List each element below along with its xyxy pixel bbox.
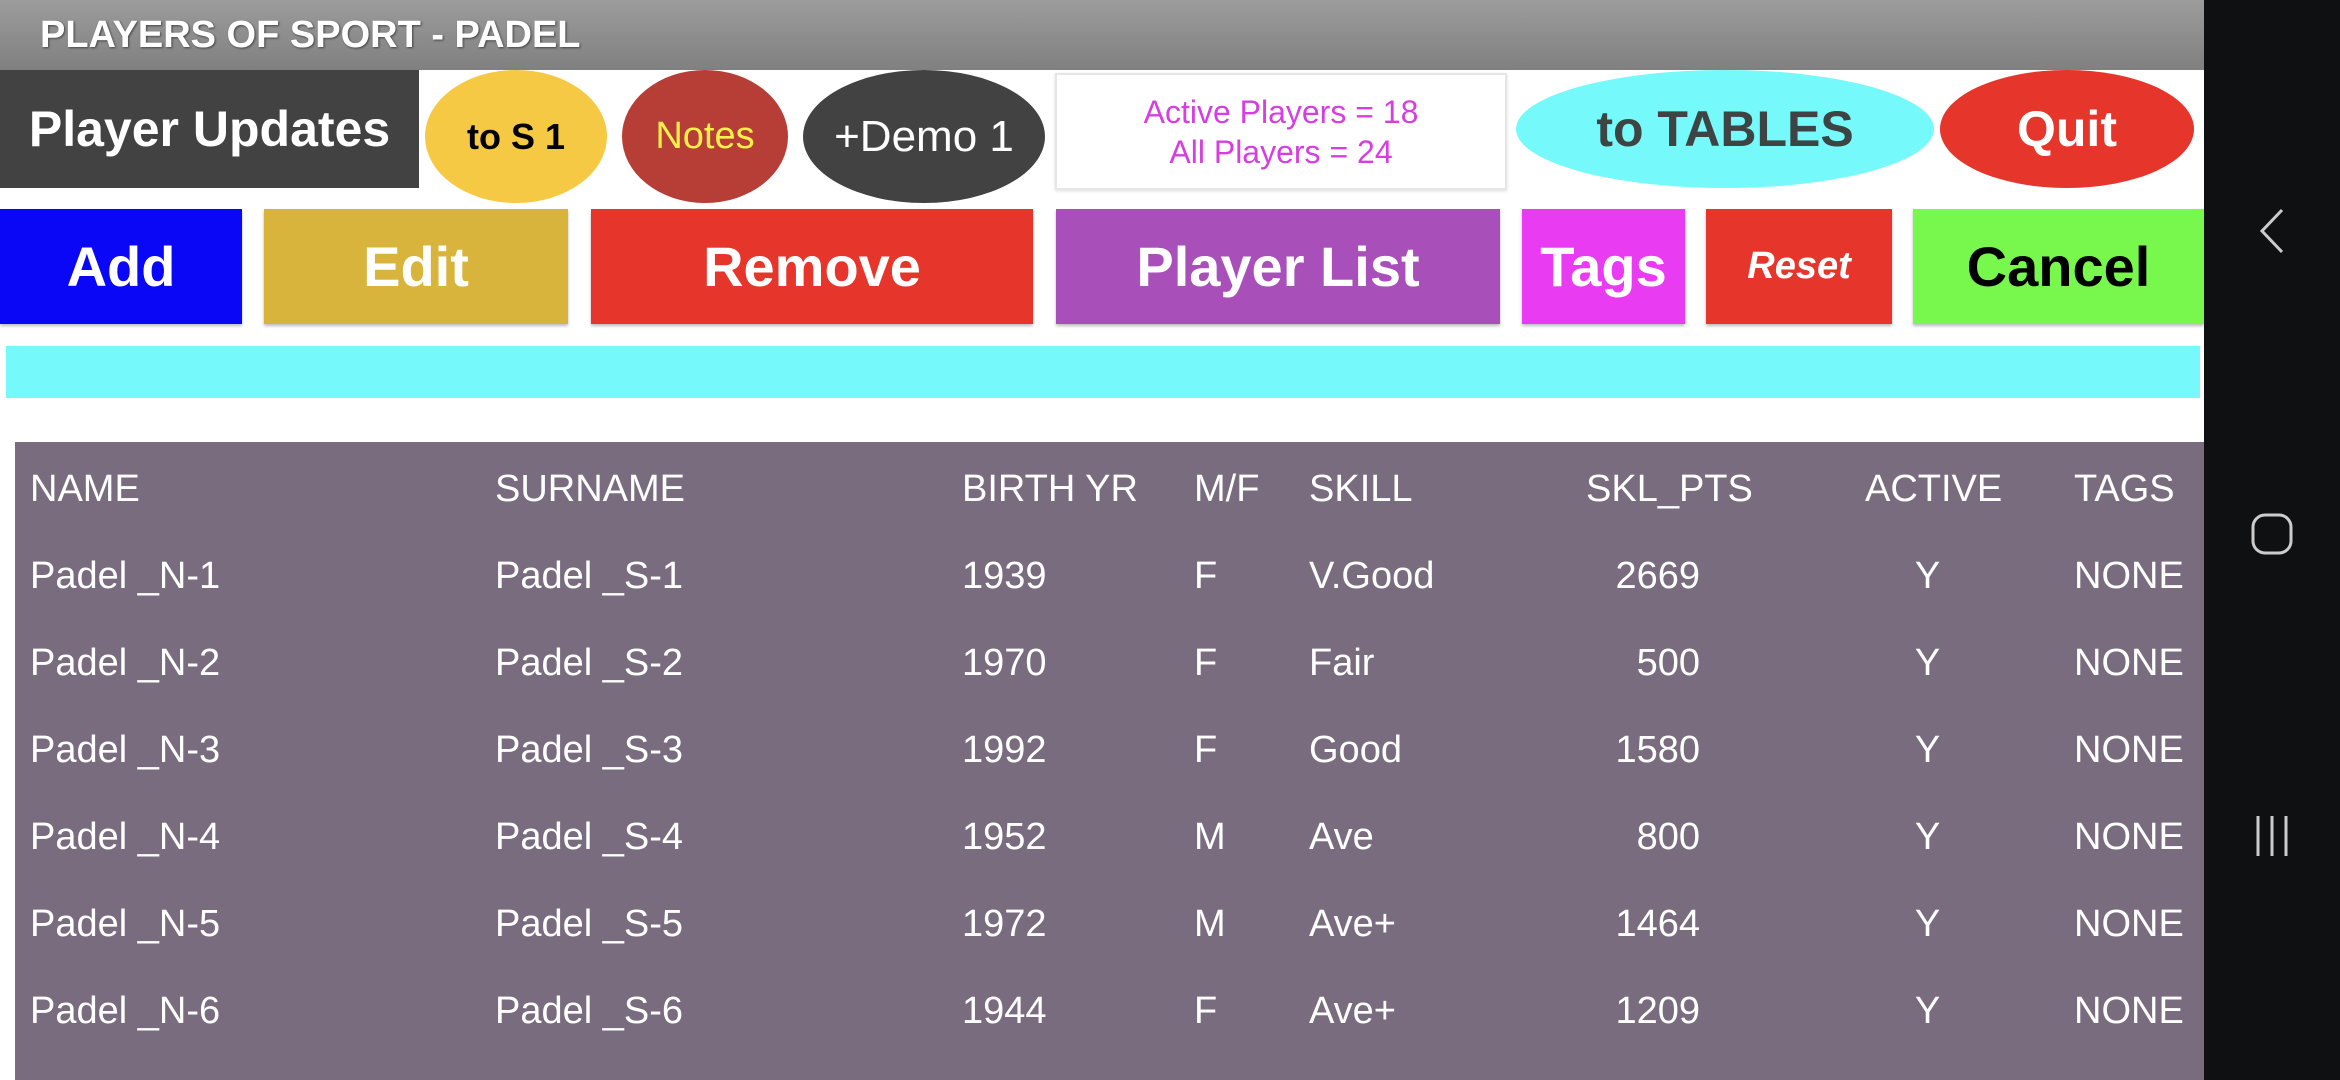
- cell-tags: NONE: [2074, 642, 2184, 684]
- cell-active: Y: [1914, 555, 1941, 597]
- cell-tags: NONE: [2074, 555, 2184, 597]
- table-row[interactable]: Padel _N-3 Padel _S-3 1992 F Good 1580 Y NONE: [15, 729, 2204, 789]
- cell-name: Padel _N-2: [30, 642, 221, 684]
- cell-birth-yr: 1944: [962, 990, 1047, 1032]
- to-tables-button[interactable]: to TABLES: [1516, 70, 1934, 188]
- home-icon[interactable]: [2250, 512, 2294, 556]
- cell-surname: Padel _S-2: [495, 642, 684, 684]
- cell-skl-pts: 1464: [1615, 903, 1700, 945]
- cell-active: Y: [1914, 816, 1941, 858]
- cell-active: Y: [1914, 990, 1941, 1032]
- cell-gender: M: [1194, 816, 1226, 858]
- cell-surname: Padel _S-1: [495, 555, 684, 597]
- cell-active: Y: [1914, 729, 1941, 771]
- cell-birth-yr: 1952: [962, 816, 1047, 858]
- all-players-count: All Players = 24: [1169, 133, 1393, 170]
- cell-birth-yr: 1992: [962, 729, 1047, 771]
- cell-gender: F: [1194, 729, 1218, 771]
- cell-gender: F: [1194, 555, 1218, 597]
- cell-tags: NONE: [2074, 816, 2184, 858]
- header-name: NAME: [30, 468, 140, 510]
- app-title: PLAYERS OF SPORT - PADEL: [40, 13, 581, 56]
- message-bar: [6, 346, 2200, 398]
- cell-birth-yr: 1970: [962, 642, 1047, 684]
- cell-birth-yr: 1972: [962, 903, 1047, 945]
- header-tags: TAGS: [2074, 468, 2175, 510]
- cell-active: Y: [1914, 903, 1941, 945]
- notes-button[interactable]: Notes: [622, 70, 788, 203]
- cell-surname: Padel _S-3: [495, 729, 684, 771]
- table-row[interactable]: Padel _N-1 Padel _S-1 1939 F V.Good 2669 Y NONE: [15, 555, 2204, 615]
- cell-skill: Ave+: [1309, 990, 1396, 1032]
- cell-name: Padel _N-5: [30, 903, 221, 945]
- cell-skill: Ave: [1309, 816, 1374, 858]
- cell-skl-pts: 1580: [1615, 729, 1700, 771]
- cancel-button[interactable]: Cancel: [1913, 209, 2204, 324]
- cell-skill: Fair: [1309, 642, 1375, 684]
- players-table[interactable]: NAME SURNAME BIRTH YR M/F SKILL SKL_PTS …: [15, 442, 2204, 1080]
- header-skl-pts: SKL_PTS: [1586, 468, 1753, 510]
- cell-tags: NONE: [2074, 729, 2184, 771]
- cell-skl-pts: 800: [1636, 816, 1700, 858]
- cell-birth-yr: 1939: [962, 555, 1047, 597]
- back-icon[interactable]: [2252, 206, 2292, 256]
- cell-name: Padel _N-1: [30, 555, 221, 597]
- cell-tags: NONE: [2074, 990, 2184, 1032]
- header-surname: SURNAME: [495, 468, 686, 510]
- table-row[interactable]: Padel _N-4 Padel _S-4 1952 M Ave 800 Y NONE: [15, 816, 2204, 876]
- cell-surname: Padel _S-5: [495, 903, 684, 945]
- table-header: NAME SURNAME BIRTH YR M/F SKILL SKL_PTS …: [15, 468, 2204, 528]
- cell-name: Padel _N-3: [30, 729, 221, 771]
- header-active: ACTIVE: [1865, 468, 2003, 510]
- quit-button[interactable]: Quit: [1940, 70, 2194, 188]
- cell-tags: NONE: [2074, 903, 2184, 945]
- cell-name: Padel _N-6: [30, 990, 221, 1032]
- header-gender: M/F: [1194, 468, 1260, 510]
- table-row[interactable]: Padel _N-6 Padel _S-6 1944 F Ave+ 1209 Y NONE: [15, 990, 2204, 1050]
- table-row[interactable]: Padel _N-2 Padel _S-2 1970 F Fair 500 Y NONE: [15, 642, 2204, 702]
- player-stats-box: Active Players = 18 All Players = 24: [1055, 73, 1507, 190]
- header-birth-yr: BIRTH YR: [962, 468, 1138, 510]
- reset-button[interactable]: Reset: [1706, 209, 1892, 324]
- cell-skill: V.Good: [1309, 555, 1435, 597]
- add-button[interactable]: Add: [0, 209, 242, 324]
- cell-skill: Ave+: [1309, 903, 1396, 945]
- edit-button[interactable]: Edit: [264, 209, 568, 324]
- to-s1-button[interactable]: to S 1: [425, 70, 607, 203]
- app-title-bar: PLAYERS OF SPORT - PADEL: [0, 0, 2204, 70]
- table-row[interactable]: Padel _N-5 Padel _S-5 1972 M Ave+ 1464 Y NONE: [15, 903, 2204, 963]
- player-updates-label: Player Updates: [0, 70, 419, 188]
- active-players-count: Active Players = 18: [1143, 93, 1419, 130]
- cell-surname: Padel _S-6: [495, 990, 684, 1032]
- player-list-button[interactable]: Player List: [1056, 209, 1500, 324]
- cell-surname: Padel _S-4: [495, 816, 684, 858]
- remove-button[interactable]: Remove: [591, 209, 1033, 324]
- demo-button[interactable]: +Demo 1: [803, 70, 1045, 203]
- cell-skl-pts: 2669: [1615, 555, 1700, 597]
- android-nav-bar: [2204, 0, 2340, 1080]
- cell-skl-pts: 500: [1636, 642, 1700, 684]
- cell-skl-pts: 1209: [1615, 990, 1700, 1032]
- cell-gender: F: [1194, 642, 1218, 684]
- header-skill: SKILL: [1309, 468, 1413, 510]
- cell-name: Padel _N-4: [30, 816, 221, 858]
- cell-active: Y: [1914, 642, 1941, 684]
- cell-gender: F: [1194, 990, 1218, 1032]
- recents-icon[interactable]: [2252, 812, 2292, 860]
- cell-gender: M: [1194, 903, 1226, 945]
- cell-skill: Good: [1309, 729, 1402, 771]
- tags-button[interactable]: Tags: [1522, 209, 1685, 324]
